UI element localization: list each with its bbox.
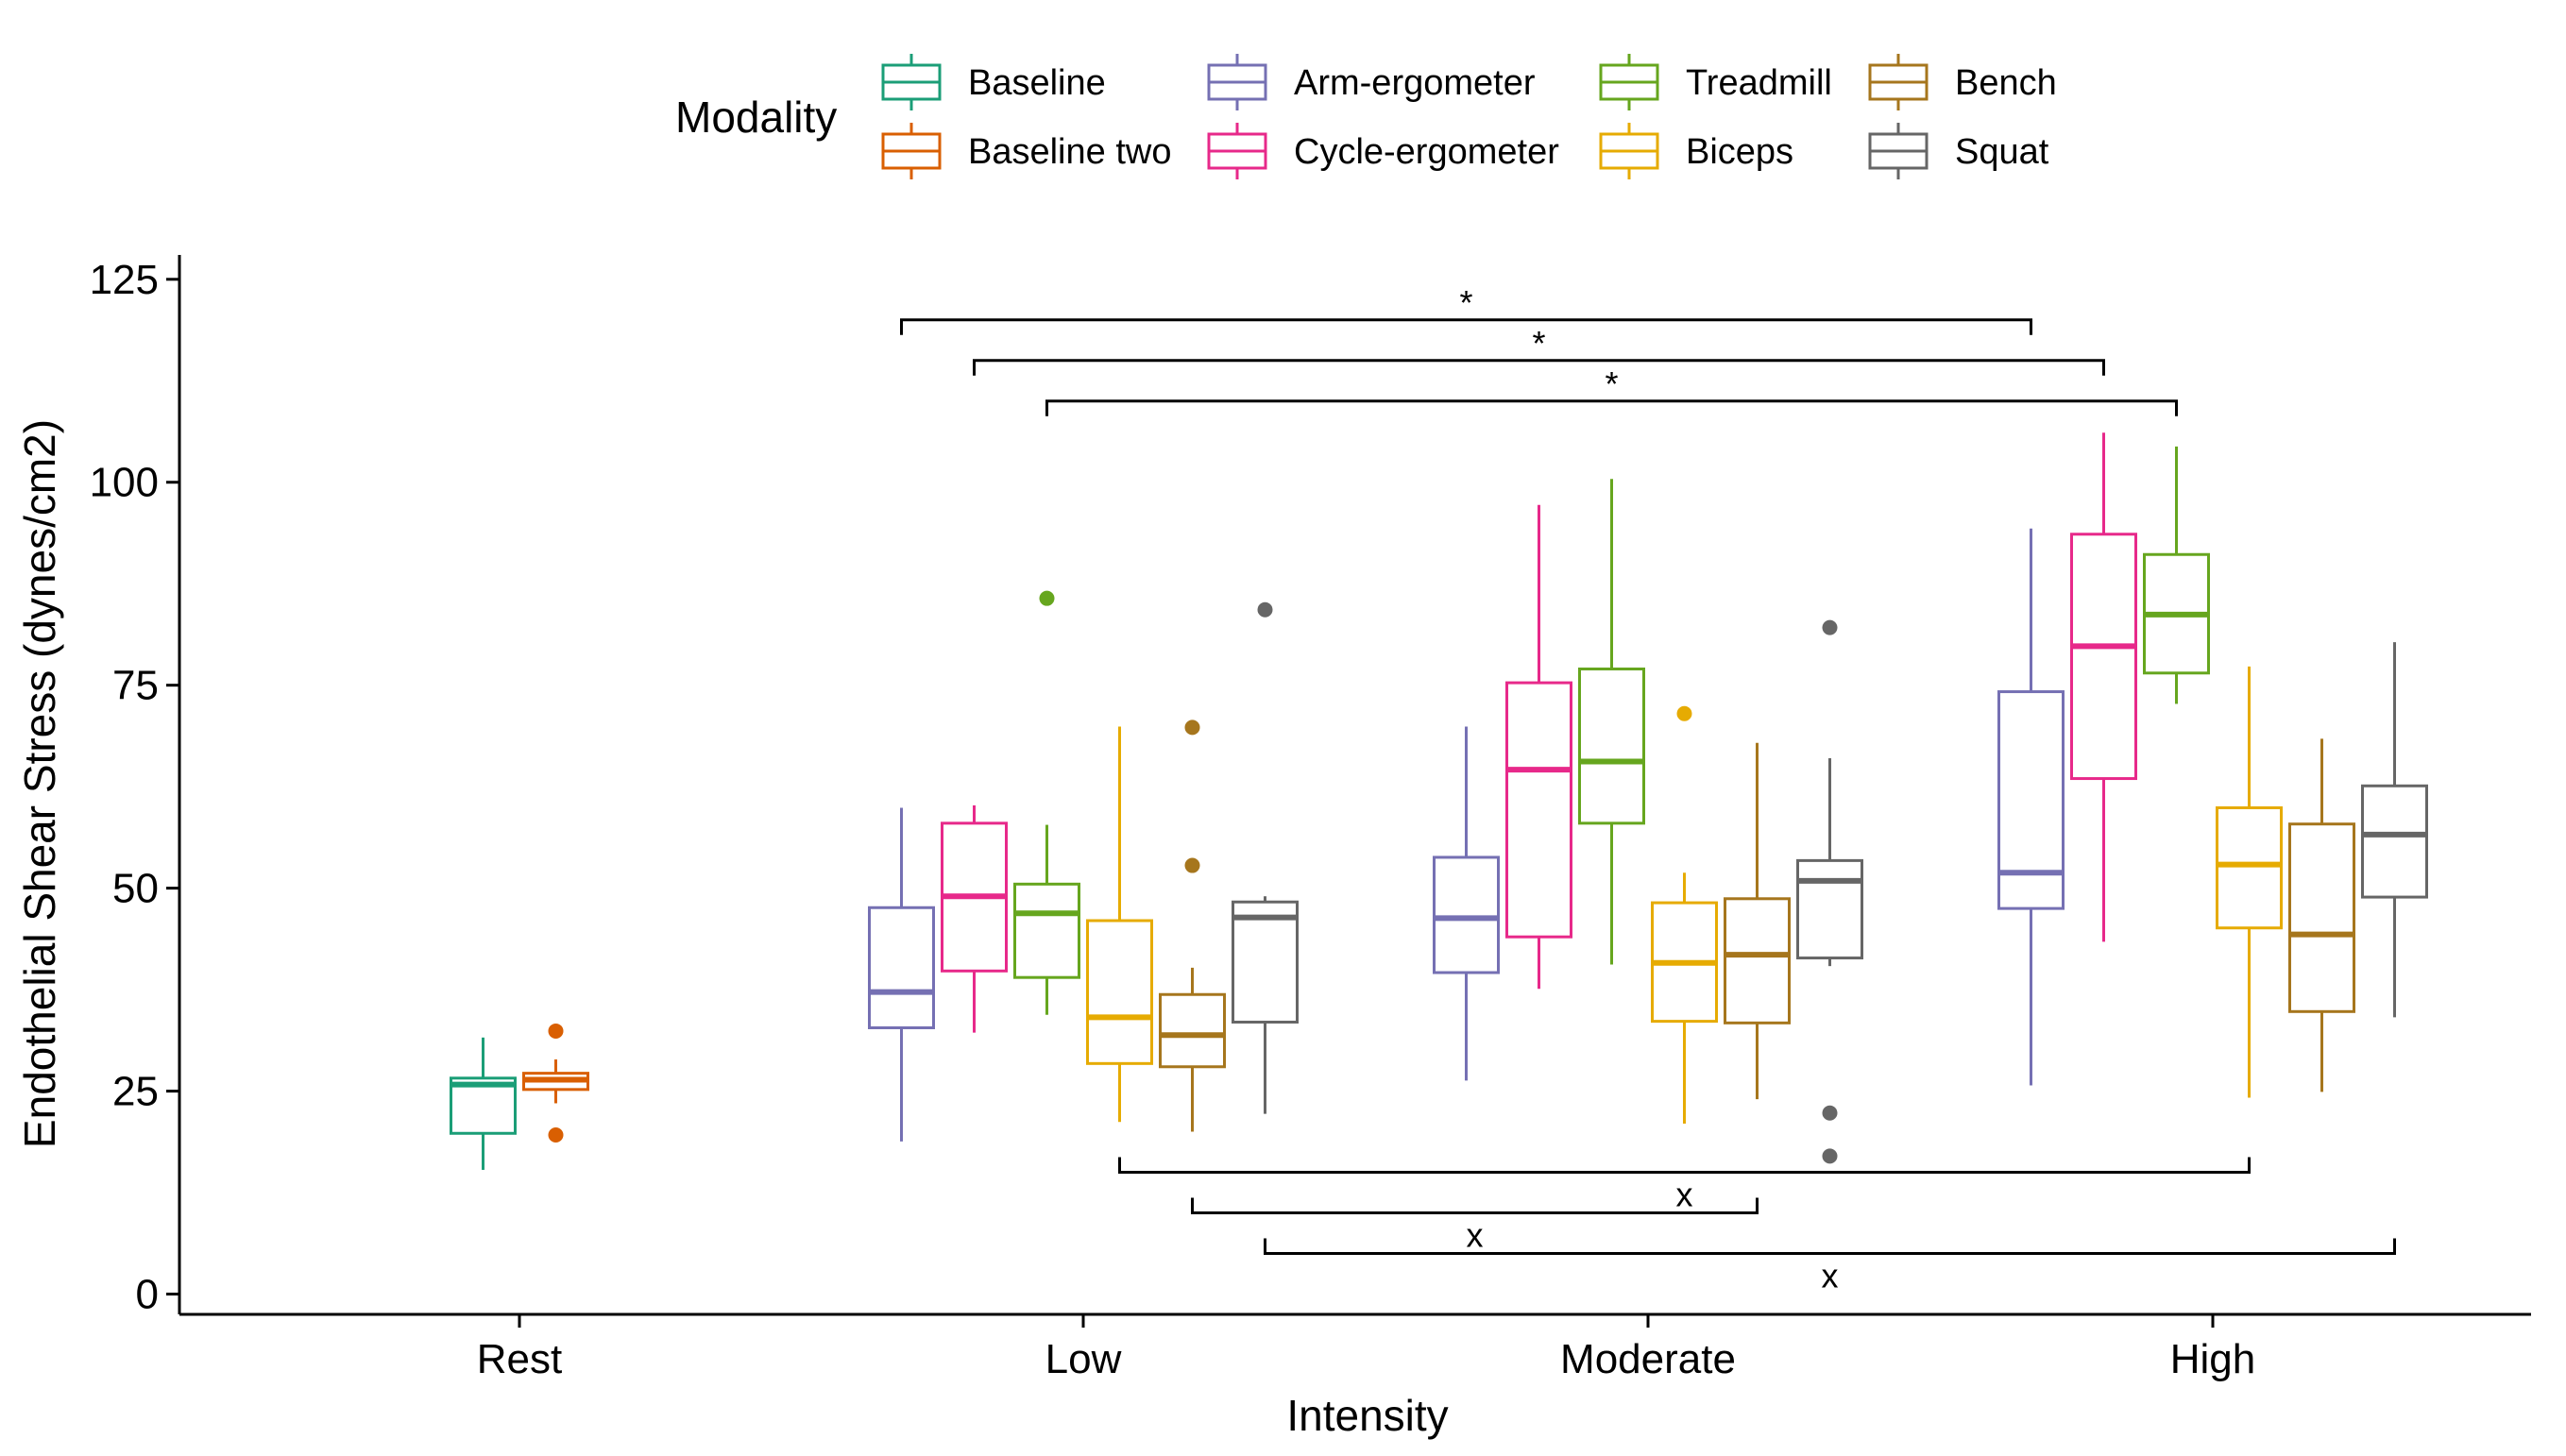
box-moderate-squat-outlier-1 — [1822, 1105, 1838, 1121]
x-tick-label-low: Low — [1045, 1336, 1122, 1382]
box-low-bench — [1159, 720, 1226, 1132]
box-moderate-treadmill — [1578, 479, 1645, 965]
box-low-squat-iqr — [1232, 900, 1299, 1024]
box-rest-baseline-two — [522, 1023, 589, 1143]
box-moderate-squat-outlier-2 — [1822, 1148, 1838, 1164]
legend: Modality Baseline Baseline two Arm-ergomet… — [675, 54, 2057, 179]
y-tick-label-0: 0 — [136, 1272, 159, 1318]
y-axis-title: Endothelial Shear Stress (dynes/cm2) — [15, 419, 64, 1148]
box-low-treadmill-outlier-0 — [1039, 590, 1055, 606]
y-tick-label-50: 50 — [112, 866, 159, 912]
legend-baseline-two-label: Baseline two — [968, 132, 1171, 172]
box-low-bench-iqr — [1159, 992, 1226, 1069]
bracket-4-label: x — [1467, 1216, 1484, 1255]
bracket-2: * — [1045, 364, 2178, 416]
legend-arm-ergometer-label: Arm-ergometer — [1294, 63, 1536, 103]
legend-baseline: Baseline — [881, 54, 1106, 110]
legend-cycle-ergometer-label: Cycle-ergometer — [1294, 132, 1559, 172]
box-high-cycle-ergometer — [2070, 432, 2137, 942]
box-high-bench-iqr — [2288, 822, 2355, 1013]
legend-arm-ergometer: Arm-ergometer — [1207, 54, 1536, 110]
x-axis-title: Intensity — [1286, 1391, 1448, 1440]
box-high-arm-ergometer-iqr — [1997, 690, 2065, 910]
legend-biceps: Biceps — [1599, 123, 1793, 179]
bracket-3-label: x — [1676, 1176, 1693, 1214]
box-high-treadmill — [2143, 446, 2210, 704]
box-high-bench — [2288, 738, 2355, 1092]
y-tick-label-125: 125 — [90, 257, 159, 303]
box-moderate-biceps — [1651, 705, 1718, 1124]
box-low-bench-outlier-1 — [1184, 857, 1200, 873]
box-low-cycle-ergometer — [941, 804, 1008, 1033]
box-rest-baseline — [450, 1037, 517, 1170]
box-low-arm-ergometer-iqr — [868, 906, 935, 1030]
y-tick-label-100: 100 — [90, 460, 159, 506]
box-low-treadmill-iqr — [1013, 882, 1080, 979]
box-moderate-squat-iqr — [1796, 858, 1863, 960]
x-tick-label-rest: Rest — [477, 1336, 562, 1382]
box-high-biceps — [2216, 666, 2283, 1098]
box-rest-baseline-two-outlier-0 — [548, 1023, 564, 1039]
box-high-biceps-iqr — [2216, 806, 2283, 930]
legend-treadmill: Treadmill — [1599, 54, 1832, 110]
bracket-2-label: * — [1605, 364, 1618, 403]
bracket-1: * — [973, 324, 2105, 376]
box-high-squat — [2361, 642, 2428, 1018]
bracket-1-line — [973, 359, 2105, 376]
legend-squat-label: Squat — [1955, 132, 2049, 172]
box-high-arm-ergometer — [1997, 528, 2065, 1086]
box-moderate-arm-ergometer-iqr — [1433, 855, 1500, 974]
legend-biceps-label: Biceps — [1686, 132, 1793, 172]
bracket-3: x — [1118, 1157, 2251, 1214]
box-moderate-treadmill-iqr — [1578, 667, 1645, 825]
box-low-arm-ergometer — [868, 807, 935, 1142]
bracket-4: x — [1191, 1197, 1759, 1255]
box-high-squat-iqr — [2361, 784, 2428, 899]
bracket-5-label: x — [1822, 1257, 1839, 1295]
bracket-5-line — [1264, 1238, 2396, 1256]
legend-bench-label: Bench — [1955, 63, 2057, 103]
bracket-0-label: * — [1459, 283, 1472, 322]
box-high-cycle-ergometer-iqr — [2070, 533, 2137, 781]
bracket-0: * — [900, 283, 2032, 335]
box-low-treadmill — [1013, 590, 1080, 1015]
legend-bench: Bench — [1868, 54, 2057, 110]
legend-squat: Squat — [1868, 123, 2049, 179]
box-moderate-cycle-ergometer — [1505, 504, 1572, 990]
legend-cycle-ergometer: Cycle-ergometer — [1207, 123, 1559, 179]
axes: 0 25 50 75 100 125 Rest Low Moderate High — [90, 255, 2531, 1382]
box-low-squat-outlier-0 — [1257, 601, 1273, 618]
x-tick-label-moderate: Moderate — [1560, 1336, 1736, 1382]
legend-treadmill-label: Treadmill — [1686, 63, 1832, 103]
box-low-biceps — [1086, 726, 1153, 1123]
significance-annotations: * * * x x x — [900, 283, 2396, 1295]
x-tick-label-high: High — [2170, 1336, 2256, 1382]
box-moderate-arm-ergometer — [1433, 726, 1500, 1081]
box-moderate-bench-iqr — [1724, 897, 1791, 1024]
box-rest-baseline-two-outlier-1 — [548, 1126, 564, 1143]
box-low-squat — [1232, 601, 1299, 1114]
bracket-3-line — [1118, 1157, 2251, 1175]
y-tick-label-75: 75 — [112, 663, 159, 709]
box-low-biceps-iqr — [1086, 919, 1153, 1065]
bracket-4-line — [1191, 1197, 1759, 1215]
legend-baseline-two: Baseline two — [881, 123, 1171, 179]
legend-title: Modality — [675, 93, 837, 142]
box-moderate-biceps-outlier-0 — [1676, 705, 1692, 721]
bracket-0-line — [900, 318, 2032, 335]
box-moderate-squat — [1796, 619, 1863, 1164]
box-low-bench-outlier-0 — [1184, 720, 1200, 736]
legend-baseline-label: Baseline — [968, 63, 1106, 103]
bracket-2-line — [1045, 399, 2178, 416]
box-moderate-squat-outlier-0 — [1822, 619, 1838, 635]
y-tick-label-25: 25 — [112, 1069, 159, 1115]
box-moderate-cycle-ergometer-iqr — [1505, 681, 1572, 939]
box-moderate-bench — [1724, 742, 1791, 1100]
bracket-5: x — [1264, 1238, 2396, 1295]
boxes — [450, 432, 2428, 1170]
bracket-1-label: * — [1532, 324, 1545, 363]
